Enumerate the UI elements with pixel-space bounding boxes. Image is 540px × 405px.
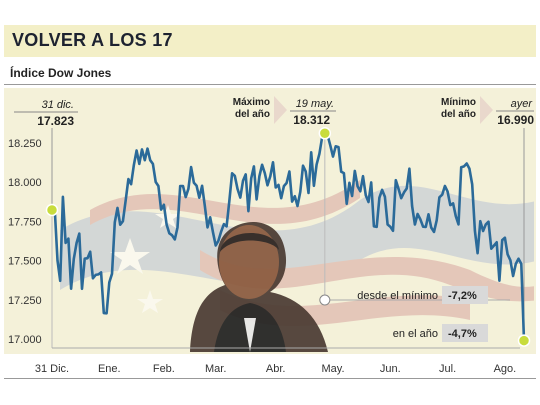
min-arrow-icon bbox=[480, 96, 493, 124]
x-tick-label: Feb. bbox=[153, 363, 175, 375]
stat-year-box bbox=[442, 324, 488, 342]
top-divider bbox=[4, 84, 536, 85]
from-min-range-marker bbox=[319, 294, 331, 306]
max-label-line1: Máximo bbox=[233, 97, 270, 108]
flag-background bbox=[60, 180, 534, 327]
stat-from-min-box bbox=[442, 286, 488, 304]
min-label-line1: Mínimo bbox=[441, 97, 476, 108]
page-title: VOLVER A LOS 17 bbox=[12, 30, 173, 50]
x-tick-label: May. bbox=[322, 363, 345, 375]
y-tick-label: 18.250 bbox=[8, 138, 42, 150]
min-value: 16.990 bbox=[497, 113, 534, 127]
y-tick-label: 18.000 bbox=[8, 177, 42, 189]
y-tick-label: 17.250 bbox=[8, 295, 42, 307]
stat-year: en el año -4,7% bbox=[393, 324, 488, 342]
x-tick-label: Abr. bbox=[266, 363, 286, 375]
y-tick-label: 17.500 bbox=[8, 256, 42, 268]
header-bar bbox=[4, 25, 536, 57]
max-date: 19 may. bbox=[296, 98, 334, 110]
stat-year-value: -4,7% bbox=[448, 328, 477, 340]
x-tick-label: 31 Dic. bbox=[35, 363, 69, 375]
y-tick-label: 17.000 bbox=[8, 334, 42, 346]
x-tick-label: Jul. bbox=[439, 363, 456, 375]
min-date: ayer bbox=[511, 98, 534, 110]
dow-jones-series-line bbox=[51, 132, 526, 341]
bottom-divider bbox=[4, 378, 536, 379]
chart-subtitle: Índice Dow Jones bbox=[10, 66, 112, 80]
start-date: 31 dic. bbox=[42, 99, 74, 111]
start-value: 17.823 bbox=[37, 114, 74, 128]
min-label-line2: del año bbox=[441, 109, 476, 120]
max-label-line2: del año bbox=[235, 109, 270, 120]
stat-from-min: desde el mínimo -7,2% bbox=[357, 286, 488, 304]
start-marker bbox=[45, 203, 59, 217]
y-tick-label: 17.750 bbox=[8, 216, 42, 228]
annotation-min: Mínimo del año ayer 16.990 bbox=[441, 96, 534, 127]
min-marker bbox=[517, 334, 531, 347]
stat-from-min-label: desde el mínimo bbox=[357, 290, 438, 302]
max-value: 18.312 bbox=[293, 113, 330, 127]
x-tick-label: Jun. bbox=[380, 363, 401, 375]
max-marker bbox=[318, 127, 332, 140]
x-tick-label: Ene. bbox=[98, 363, 121, 375]
annotation-max: Máximo del año 19 may. 18.312 bbox=[233, 96, 336, 127]
stat-from-min-value: -7,2% bbox=[448, 290, 477, 302]
x-tick-label: Mar. bbox=[205, 363, 226, 375]
max-arrow-icon bbox=[274, 96, 287, 124]
portrait-image bbox=[190, 222, 328, 352]
stat-year-label: en el año bbox=[393, 328, 438, 340]
annotation-start: 31 dic. 17.823 bbox=[14, 99, 78, 128]
x-tick-label: Ago. bbox=[494, 363, 517, 375]
